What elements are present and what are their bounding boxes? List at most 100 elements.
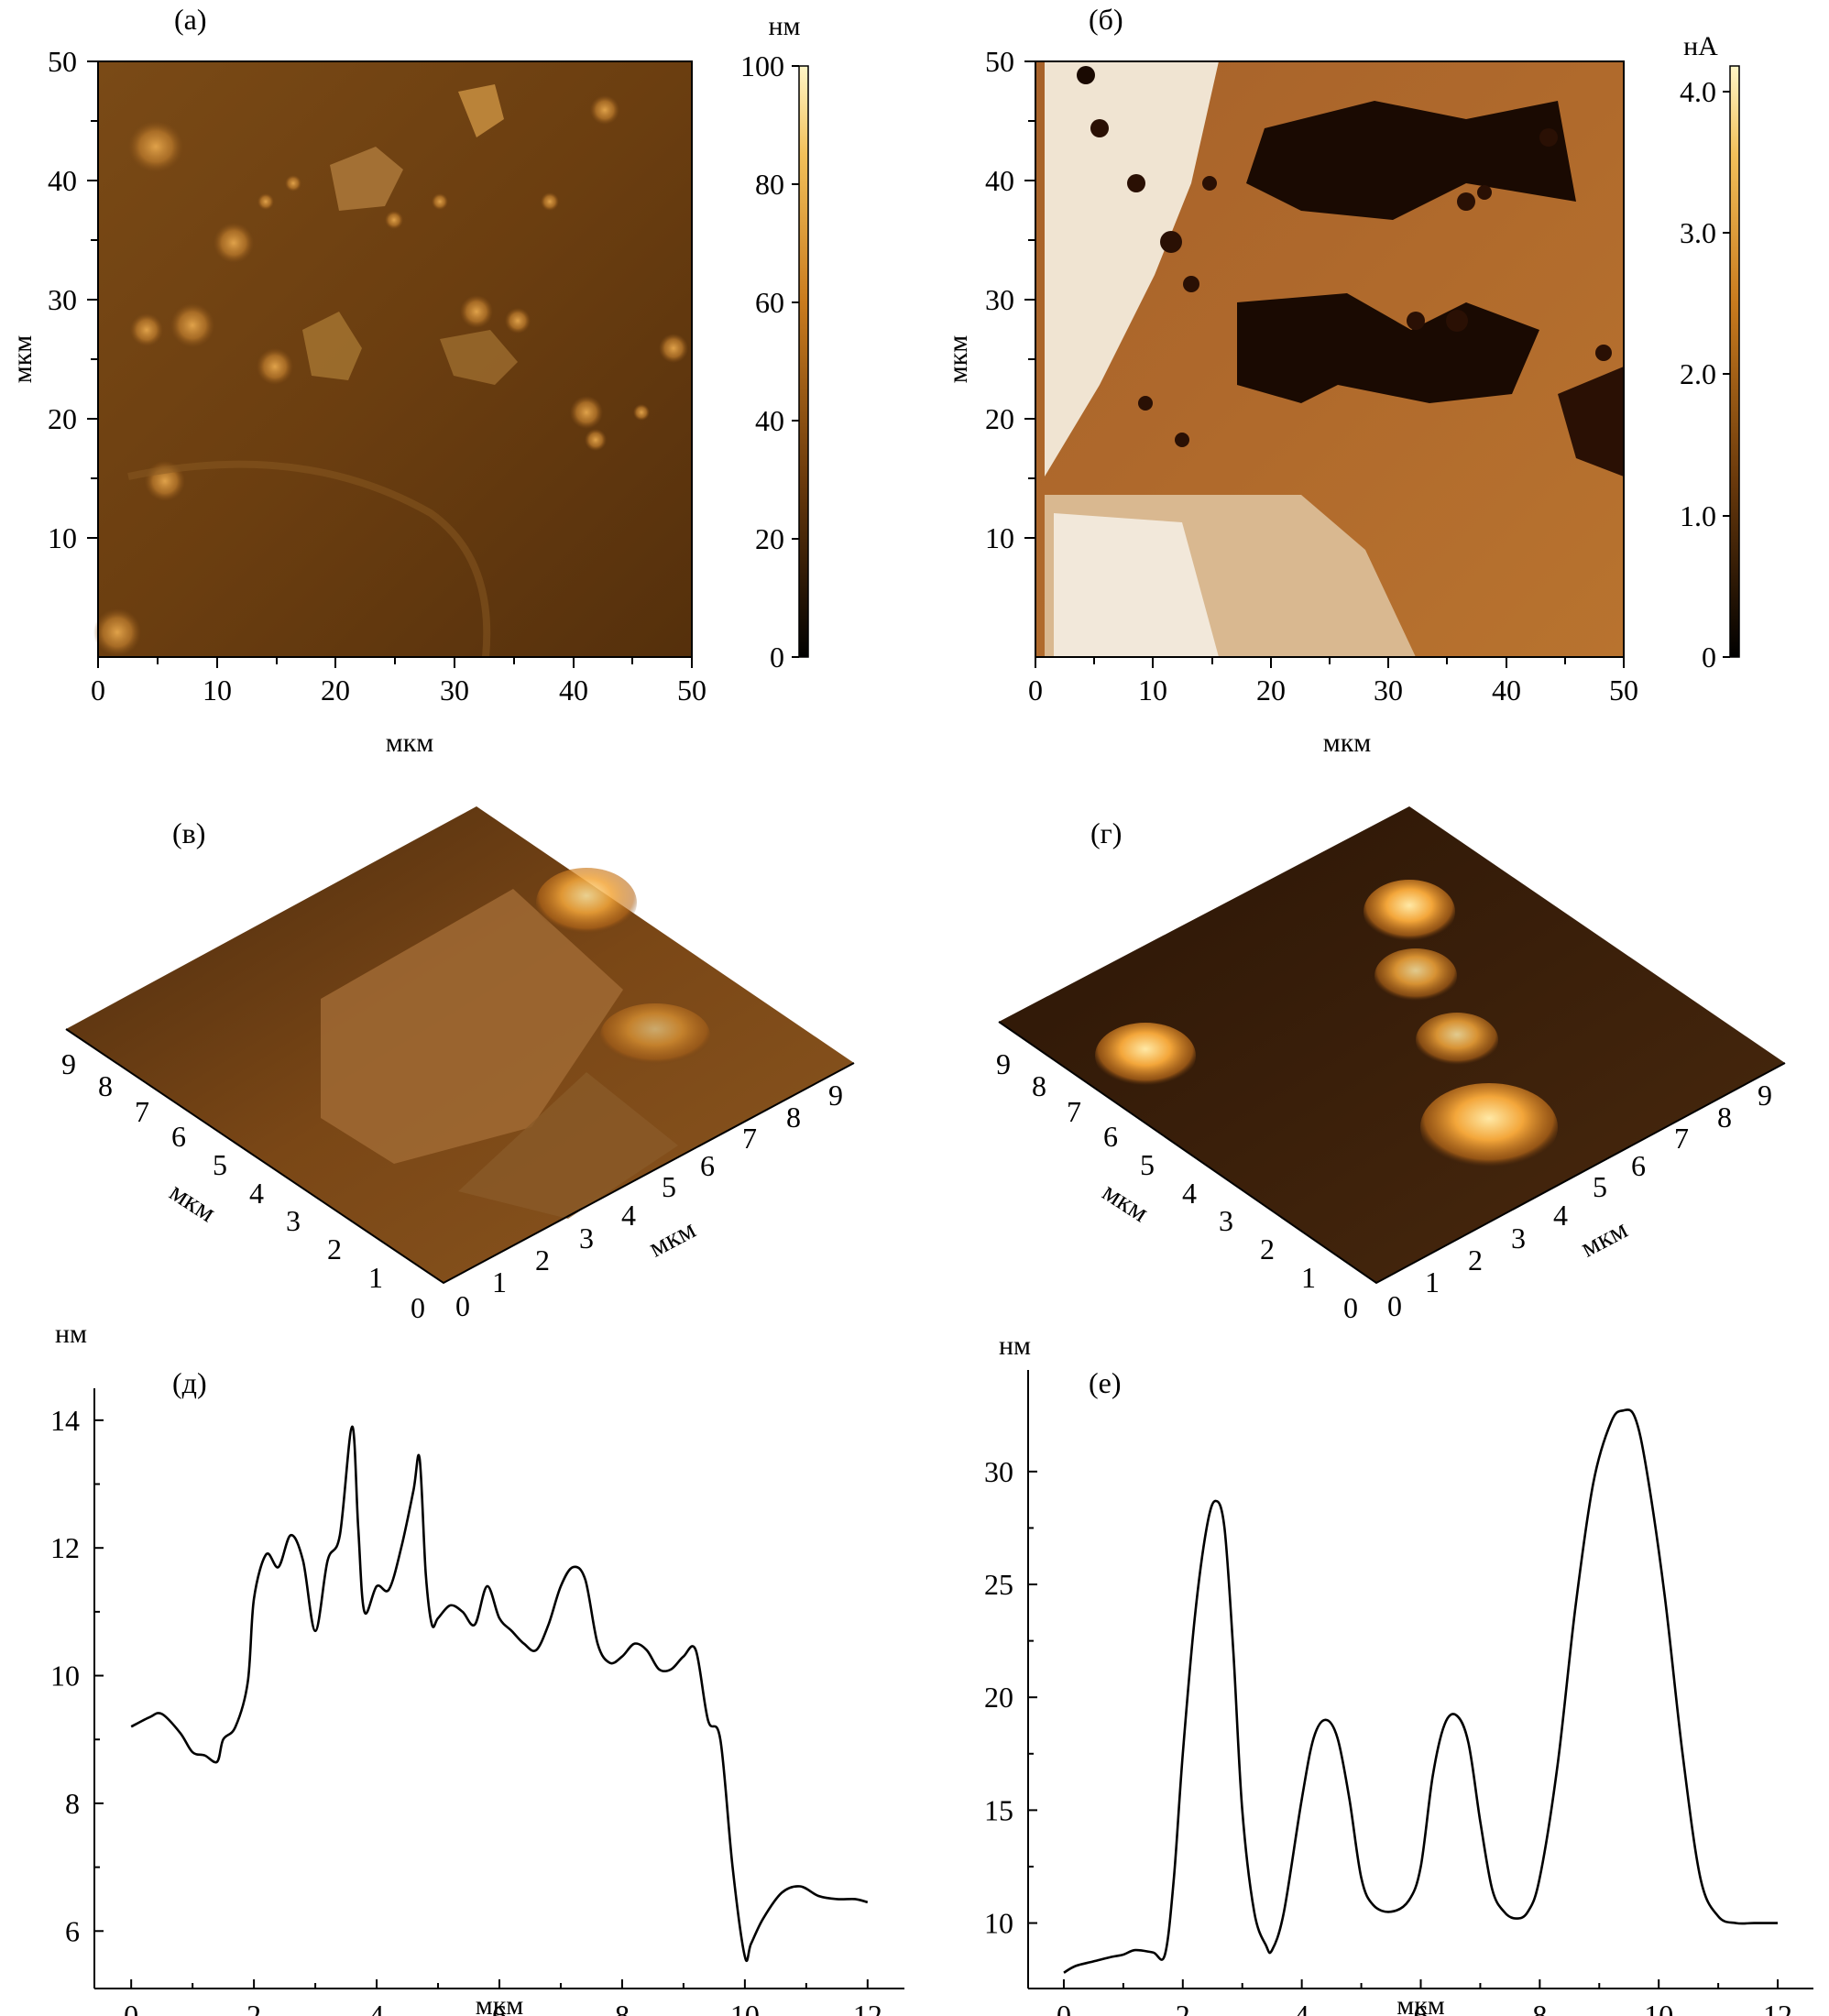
panel-g-tick-left: 8	[1032, 1069, 1046, 1102]
x-tick-label: 12	[1763, 1999, 1792, 2016]
panel-a-ytick: 30	[48, 283, 77, 316]
profile-plot-d: (д) нм мкм 0 2 4 6 8 10 12 6 8 10 12 14	[50, 1319, 904, 2016]
x-axis-label: мкм	[1396, 1990, 1445, 2016]
panel-a-xtick: 0	[91, 674, 105, 707]
panel-g-tick-right: 2	[1468, 1244, 1483, 1276]
profile-line	[130, 1425, 869, 1963]
panel-g-tick-right: 5	[1593, 1170, 1607, 1203]
panel-g-tick-right: 6	[1631, 1149, 1646, 1182]
panel-c-tick-right: 3	[579, 1222, 594, 1255]
panel-c-tick-right: 2	[535, 1244, 550, 1276]
panel-g-tick-right: 1	[1425, 1265, 1440, 1298]
panel-a-ytick: 40	[48, 164, 77, 197]
panel-d-label: (д)	[172, 1366, 207, 1399]
x-tick-label: 10	[1644, 1999, 1673, 2016]
panel-c-tick-left: 8	[98, 1069, 113, 1102]
panel-b-ytick: 20	[985, 402, 1014, 435]
x-tick-label: 8	[1532, 1999, 1547, 2016]
panel-g-tick-right: 4	[1553, 1199, 1568, 1232]
panel-a-y-ticks: 10 20 30 40 50	[48, 45, 98, 554]
panel-g-tick-right: 8	[1717, 1101, 1732, 1134]
panel-a-ytick: 10	[48, 521, 77, 554]
y-tick-label: 15	[984, 1793, 1013, 1826]
panel-c-tick-left: 9	[61, 1047, 76, 1080]
y-tick-label: 30	[984, 1455, 1013, 1488]
profile-plot-e: (е) нм мкм 0 2 4 6 8 10 12 10 15 20 25 30	[984, 1331, 1813, 2016]
panel-b-ytick: 50	[985, 45, 1014, 78]
panel-a-ylabel: мкм	[7, 335, 38, 384]
panel-c-tick-left: 6	[171, 1120, 186, 1153]
panel-g-surface	[999, 806, 1785, 1283]
panel-a-colorbar: нм 0 20 40 60 80 100	[740, 11, 809, 674]
y-tick-label: 20	[984, 1681, 1013, 1714]
panel-a-xlabel: мкм	[386, 728, 434, 758]
panel-c-tick-left: 1	[368, 1261, 383, 1294]
panel-a-colorbar-tick: 40	[755, 404, 784, 437]
panel-c-tick-right: 6	[700, 1149, 715, 1182]
panel-g-tick-left: 1	[1301, 1261, 1316, 1294]
panel-c: (в) 0 1 2 3 4 5 6 7 8 9 0 1 2 3 4 5 6 7 …	[61, 806, 855, 1324]
panel-b: (б)	[943, 3, 1740, 758]
panel-a-particles	[93, 84, 688, 657]
panel-a-xtick: 10	[203, 674, 232, 707]
x-tick-label: 2	[246, 1999, 261, 2016]
panel-g: (г) 0 1 2 3 4 5 6 7 8 9 0 1 2 3 4 5 6 7 …	[996, 806, 1786, 1324]
panel-b-xlabel: мкм	[1323, 728, 1372, 758]
y-axis-label: нм	[999, 1331, 1031, 1361]
panel-g-tick-right: 3	[1511, 1222, 1526, 1255]
x-tick-label: 4	[369, 1999, 384, 2016]
panel-a-colorbar-tick: 80	[755, 168, 784, 201]
panel-g-tick-left: 7	[1067, 1095, 1081, 1128]
panel-b-colorbar-unit: нА	[1683, 31, 1718, 61]
panel-b-colorbar-tick: 2.0	[1680, 357, 1716, 390]
panel-c-ticks: 0 1 2 3 4 5 6 7 8 9 0 1 2 3 4 5 6 7 8 9	[61, 1047, 843, 1324]
panel-c-tick-right: 5	[662, 1170, 676, 1203]
panel-b-ylabel: мкм	[943, 335, 973, 384]
x-tick-label: 4	[1295, 1999, 1309, 2016]
panel-b-xtick: 30	[1374, 674, 1403, 707]
panel-c-axis-label-right: мкм	[644, 1214, 701, 1264]
panel-g-label: (г)	[1090, 816, 1122, 849]
panel-b-colorbar-tick: 4.0	[1680, 75, 1716, 108]
panel-c-tick-right: 4	[621, 1199, 636, 1232]
panel-g-tick-left: 3	[1219, 1204, 1233, 1237]
panel-c-tick-left: 7	[135, 1095, 149, 1128]
y-axis-label: нм	[55, 1319, 87, 1349]
panel-a-xtick: 30	[440, 674, 469, 707]
panel-g-axis-label-left: мкм	[1097, 1177, 1154, 1228]
panel-b-xtick: 10	[1138, 674, 1167, 707]
x-tick-label: 0	[124, 1999, 138, 2016]
x-tick-label: 6	[1414, 1999, 1429, 2016]
panel-c-tick-right: 7	[742, 1122, 757, 1155]
panel-b-colorbar-tick: 0	[1702, 641, 1716, 674]
y-tick-label: 25	[984, 1568, 1013, 1601]
panel-g-axis-label-right: мкм	[1576, 1214, 1633, 1264]
panel-c-tick-left: 5	[213, 1148, 227, 1181]
panel-a-image	[98, 61, 692, 657]
panel-b-xtick: 20	[1256, 674, 1286, 707]
y-tick-label: 14	[50, 1404, 80, 1437]
y-tick-label: 12	[50, 1531, 80, 1564]
panel-a-ytick: 50	[48, 45, 77, 78]
panel-a-colorbar-unit: нм	[768, 11, 800, 41]
panel-a-label: (а)	[174, 3, 207, 36]
panel-c-label: (в)	[172, 816, 205, 849]
panel-a-xtick: 50	[677, 674, 706, 707]
panel-b-colorbar: нА 0 1.0 2.0 3.0 4.0	[1680, 31, 1740, 674]
panel-b-xtick: 40	[1492, 674, 1521, 707]
panel-b-colorbar-tick: 3.0	[1680, 216, 1716, 249]
panel-g-tick-right: 0	[1387, 1289, 1402, 1322]
y-tick-label: 6	[65, 1914, 80, 1947]
x-tick-label: 10	[730, 1999, 760, 2016]
x-tick-label: 2	[1176, 1999, 1190, 2016]
x-axis-label: мкм	[476, 1990, 524, 2016]
panel-g-tick-right: 7	[1674, 1122, 1689, 1155]
panel-c-axis-label-left: мкм	[164, 1177, 221, 1228]
panel-g-tick-left: 6	[1103, 1120, 1118, 1153]
panel-g-tick-left: 5	[1140, 1148, 1155, 1181]
panel-b-features	[1045, 61, 1624, 657]
panel-b-ytick: 10	[985, 521, 1014, 554]
panel-b-xtick: 0	[1028, 674, 1043, 707]
panel-e-label: (е)	[1089, 1366, 1122, 1399]
